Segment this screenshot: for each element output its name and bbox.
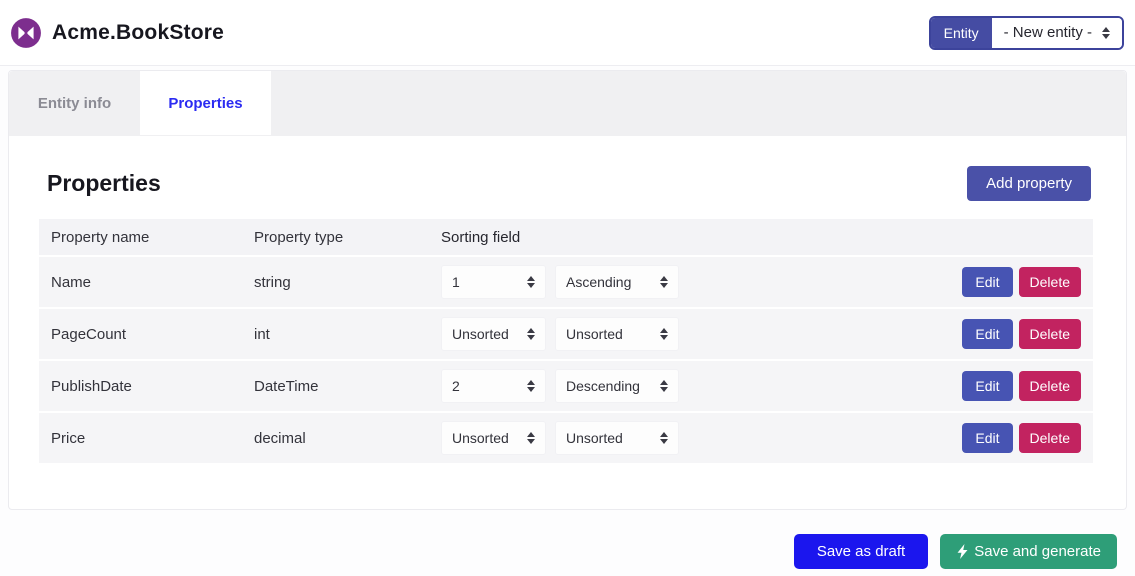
table-header-row: Property name Property type Sorting fiel… [39, 219, 1093, 257]
column-header-property-type: Property type [254, 228, 344, 246]
sort-index-value: Unsorted [452, 430, 509, 446]
entity-card: Entity info Properties Properties Add pr… [8, 70, 1127, 510]
entity-select[interactable]: - New entity - [991, 17, 1122, 48]
page-title: Properties [47, 170, 161, 196]
up-down-arrows-icon [527, 380, 535, 392]
property-type-cell: string [254, 273, 291, 291]
save-as-draft-button[interactable]: Save as draft [793, 534, 929, 569]
property-name-cell: PublishDate [51, 377, 132, 395]
properties-table: Property name Property type Sorting fiel… [39, 219, 1093, 465]
up-down-arrows-icon [660, 276, 668, 288]
sort-direction-select[interactable]: Descending [555, 369, 679, 403]
tab-entity-info[interactable]: Entity info [37, 94, 112, 112]
property-type-cell: decimal [254, 429, 306, 447]
sort-index-select[interactable]: 2 [441, 369, 546, 403]
property-name-cell: Price [51, 429, 86, 447]
sort-index-value: 1 [452, 274, 460, 290]
properties-panel: Properties Add property Property name Pr… [9, 136, 1126, 509]
tab-properties[interactable]: Properties [140, 71, 271, 135]
delete-button[interactable]: Delete [1018, 267, 1081, 297]
sort-index-value: Unsorted [452, 326, 509, 342]
up-down-arrows-icon [660, 380, 668, 392]
app-title: Acme.BookStore [52, 20, 225, 44]
sort-index-value: 2 [452, 378, 460, 394]
sort-direction-select[interactable]: Unsorted [555, 317, 679, 351]
up-down-arrows-icon [527, 328, 535, 340]
footer-actions: Save as draft Save and generate [0, 510, 1135, 569]
edit-button[interactable]: Edit [962, 267, 1013, 297]
top-header: Acme.BookStore Entity - New entity - [0, 0, 1135, 66]
sort-index-select[interactable]: 1 [441, 265, 546, 299]
add-property-button[interactable]: Add property [967, 166, 1091, 201]
entity-selector-group: Entity - New entity - [928, 15, 1124, 50]
sort-direction-value: Unsorted [566, 430, 623, 446]
up-down-arrows-icon [660, 328, 668, 340]
delete-button[interactable]: Delete [1018, 371, 1081, 401]
delete-button[interactable]: Delete [1018, 423, 1081, 453]
entity-select-value: - New entity - [1003, 24, 1092, 41]
app-logo-icon [11, 17, 41, 48]
sort-direction-value: Unsorted [566, 326, 623, 342]
property-name-cell: Name [51, 273, 92, 291]
table-row: PublishDate DateTime 2 Descending Edit D… [39, 361, 1093, 413]
save-and-generate-label: Save and generate [974, 543, 1101, 560]
sort-direction-value: Descending [566, 378, 640, 394]
up-down-arrows-icon [527, 432, 535, 444]
save-and-generate-button[interactable]: Save and generate [940, 534, 1117, 569]
property-type-cell: DateTime [254, 377, 319, 395]
up-down-arrows-icon [1102, 26, 1110, 39]
column-header-property-name: Property name [51, 228, 150, 246]
entity-selector-label[interactable]: Entity [930, 17, 992, 48]
delete-button[interactable]: Delete [1018, 319, 1081, 349]
property-name-cell: PageCount [51, 325, 127, 343]
edit-button[interactable]: Edit [962, 319, 1013, 349]
table-row: Price decimal Unsorted Unsorted Edit Del… [39, 413, 1093, 465]
sort-direction-select[interactable]: Unsorted [555, 421, 679, 455]
tab-bar: Entity info Properties [9, 71, 1126, 136]
edit-button[interactable]: Edit [962, 423, 1013, 453]
table-row: PageCount int Unsorted Unsorted Edit Del… [39, 309, 1093, 361]
up-down-arrows-icon [660, 432, 668, 444]
column-header-sorting-field: Sorting field [441, 228, 521, 246]
property-type-cell: int [254, 325, 270, 343]
sort-direction-value: Ascending [566, 274, 632, 290]
edit-button[interactable]: Edit [962, 371, 1013, 401]
up-down-arrows-icon [527, 276, 535, 288]
sort-index-select[interactable]: Unsorted [441, 421, 546, 455]
lightning-bolt-icon [957, 544, 968, 559]
sort-direction-select[interactable]: Ascending [555, 265, 679, 299]
sort-index-select[interactable]: Unsorted [441, 317, 546, 351]
table-row: Name string 1 Ascending Edit Delete [39, 257, 1093, 309]
brand: Acme.BookStore [10, 17, 224, 49]
